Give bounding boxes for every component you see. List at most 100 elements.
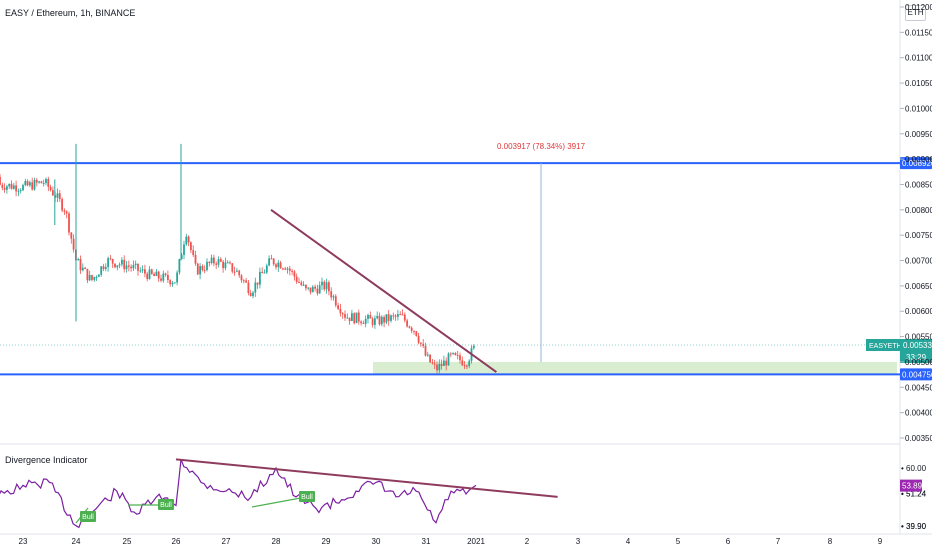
candle-body [173,282,176,284]
candle-body [431,362,434,364]
candle-body [86,268,89,281]
candle-body [337,305,339,309]
candle-body [31,182,34,190]
time-tick-label: 30 [372,537,381,546]
bull-label-bg [299,491,315,502]
candle-body [272,258,275,265]
candle-body [70,232,73,239]
candle-body [417,335,420,343]
candle-body [203,269,206,271]
candle-body [468,360,471,366]
candle-body [424,345,427,356]
candle-body [102,266,105,270]
candle-body [226,262,229,264]
candle-body [364,318,367,324]
candle-body [346,317,349,319]
candle-body [245,280,247,283]
candle-body [376,315,379,319]
candle-body [222,261,224,269]
descending-trendline [270,209,497,373]
candle-body [355,312,358,324]
candle-body [328,282,330,292]
candle-body [275,264,277,268]
candle-body [279,262,282,269]
candle-body [167,274,169,281]
candle-body [68,213,70,233]
candle-body [390,315,392,321]
candle-body [61,199,63,211]
candle-body [380,316,383,325]
candle-body [341,313,344,315]
candle-body [125,265,128,270]
candle-body [180,254,183,260]
candle-body [116,265,119,268]
candles [0,143,475,374]
candle-body [40,181,43,184]
candle-body [447,353,450,366]
candle-body [282,268,284,270]
support-zone-layer [373,361,897,375]
candle-body [236,270,238,272]
candle-body [65,211,68,214]
candle-body [401,314,404,316]
time-tick-label: 25 [123,537,132,546]
candle-body [164,273,167,275]
candle-body [217,259,220,265]
candle-body [8,183,11,187]
candle-body [91,275,93,280]
candle-body [98,274,100,277]
candle-body [139,270,142,272]
candle-body [233,271,236,273]
level-price-label-bg [900,368,932,381]
candle-body [72,238,75,250]
chart-title: EASY / Ethereum, 1h, BINANCE [5,8,136,18]
candle-body [176,272,178,283]
candle-body [348,317,351,322]
candle-body [360,321,362,324]
candle-body [362,323,365,325]
candle-body [385,314,388,323]
candle-body [121,259,123,265]
indicator-title: Divergence Indicator [5,455,88,465]
candle-body [10,183,13,189]
candle-body [263,272,266,274]
candle-body [127,265,130,267]
candle-body [374,318,376,325]
oscillator: Bull Bull Bull [0,458,558,529]
currency-button[interactable]: ETH [905,5,926,21]
candle-body [171,282,174,285]
candle-body [247,282,250,294]
candle-body [330,291,333,298]
candle-body [196,263,199,275]
candle-body [42,183,45,185]
candle-body [378,315,381,325]
candle-body [397,314,399,317]
candle-body [146,273,149,279]
candle-body [3,187,6,190]
candle-body [392,315,395,317]
price-tick-label: 0.003500 [905,434,932,443]
candle-body [325,282,328,290]
candle-body [300,282,303,286]
candle-body [302,284,305,286]
candle-body [339,308,342,314]
candle-body [314,286,316,289]
candle-body [472,345,475,349]
candle-body [309,287,312,293]
candle-body [351,313,353,322]
candle-body [445,360,448,366]
candle-body [420,342,422,344]
candle-body [454,352,457,356]
candle-body [178,259,181,273]
candle-body [56,193,59,198]
